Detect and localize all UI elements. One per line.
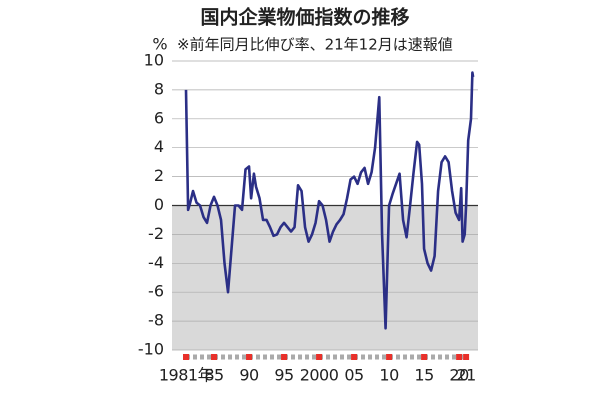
x-tick-mark — [351, 354, 358, 360]
y-tick-label: 10 — [144, 51, 164, 70]
x-tick-mark — [421, 354, 428, 360]
negative-area — [172, 205, 478, 350]
x-tick-mark — [246, 354, 253, 360]
y-tick-label: -2 — [148, 224, 164, 243]
x-tick-mark — [386, 354, 393, 360]
x-tick-mark — [316, 354, 323, 360]
y-tick-label: 0 — [154, 195, 164, 214]
x-tick-label: 05 — [344, 366, 363, 385]
x-tick-mark — [183, 354, 190, 360]
y-tick-label: 8 — [154, 79, 164, 98]
y-tick-label: 2 — [154, 166, 164, 185]
y-tick-label: -8 — [148, 311, 164, 330]
x-tick-label: 20 — [449, 366, 469, 385]
y-tick-label: -10 — [138, 340, 164, 359]
y-tick-label: 6 — [154, 108, 164, 127]
chart-subtitle: ※前年同月比伸び率、21年12月は速報値 — [177, 36, 453, 54]
y-tick-label: 4 — [154, 137, 164, 156]
x-tick-label: 95 — [274, 366, 293, 385]
x-tick-mark — [456, 354, 463, 360]
x-tick-label: 90 — [239, 366, 259, 385]
x-tick-label: 21 — [456, 366, 475, 385]
x-tick-label: 85 — [204, 366, 223, 385]
x-tick-mark — [211, 354, 218, 360]
y-unit: % — [152, 35, 167, 54]
x-tick-mark — [281, 354, 288, 360]
x-tick-label: 1981年 — [159, 366, 214, 385]
chart-title: 国内企業物価指数の推移 — [200, 6, 409, 29]
y-tick-label: -6 — [148, 282, 164, 301]
x-tick-mark — [463, 354, 470, 360]
x-tick-label: 10 — [379, 366, 399, 385]
x-tick-label: 2000 — [300, 366, 339, 385]
x-tick-label: 15 — [414, 366, 433, 385]
data-line — [184, 71, 475, 330]
y-tick-label: -4 — [148, 253, 164, 272]
